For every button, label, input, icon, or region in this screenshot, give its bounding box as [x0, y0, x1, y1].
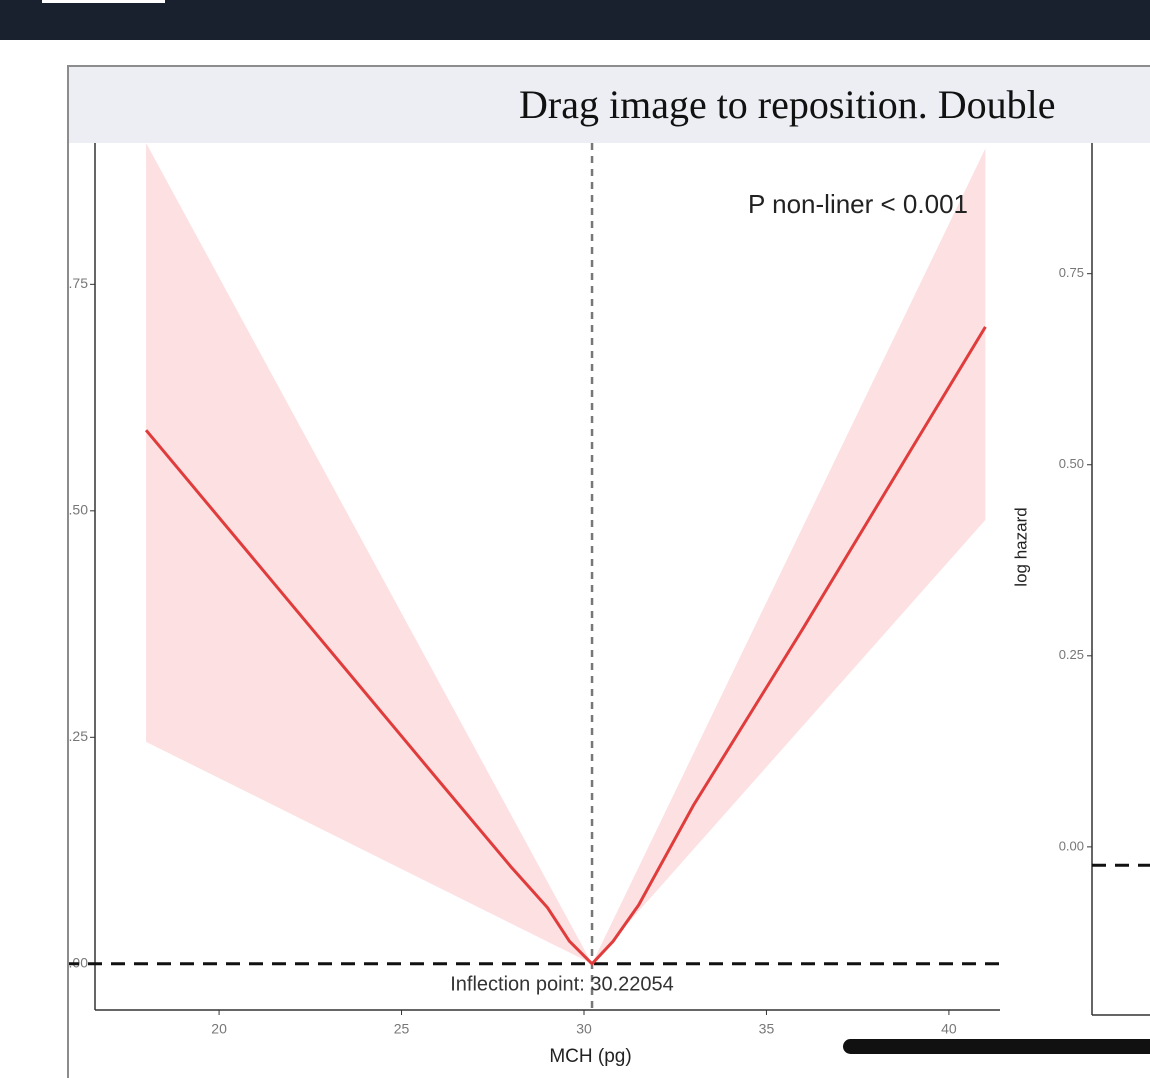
y-tick-label: 0.00	[1059, 838, 1084, 853]
y-tick-label: 0.75	[61, 275, 88, 291]
y-tick-label: 0.50	[61, 502, 88, 518]
x-tick-label: 35	[759, 1021, 775, 1037]
y-tick-label: 0.50	[1059, 456, 1084, 471]
annotation: P non-liner < 0.001	[748, 189, 968, 219]
hint-bar: Drag image to reposition. Double	[69, 67, 1150, 143]
x-tick-label: 20	[211, 1021, 227, 1037]
logo[interactable]	[42, 0, 165, 3]
y-tick-label: 0.25	[61, 728, 88, 744]
x-tick-label: 40	[941, 1021, 957, 1037]
y-tick-label: 0.75	[1059, 265, 1084, 280]
scroll-indicator[interactable]	[843, 1039, 1150, 1054]
x-tick-label: 30	[576, 1021, 592, 1037]
x-tick-label: 25	[394, 1021, 410, 1037]
annotation: Inflection point: 30.22054	[450, 973, 674, 995]
hint-text: Drag image to reposition. Double	[519, 82, 1056, 127]
y-axis-label: log hazard	[1011, 507, 1030, 586]
x-axis-label: MCH (pg)	[549, 1046, 631, 1067]
top-bar	[0, 0, 1150, 40]
confidence-band	[146, 143, 986, 964]
fit-line	[144, 326, 987, 966]
charts: 0.00 0.25 0.50 0.75 20 25 30 35 40 MCH (pg) P non-…	[61, 143, 1150, 1067]
image-frame[interactable]	[67, 65, 1150, 1078]
y-tick-label: 0.25	[1059, 647, 1084, 662]
